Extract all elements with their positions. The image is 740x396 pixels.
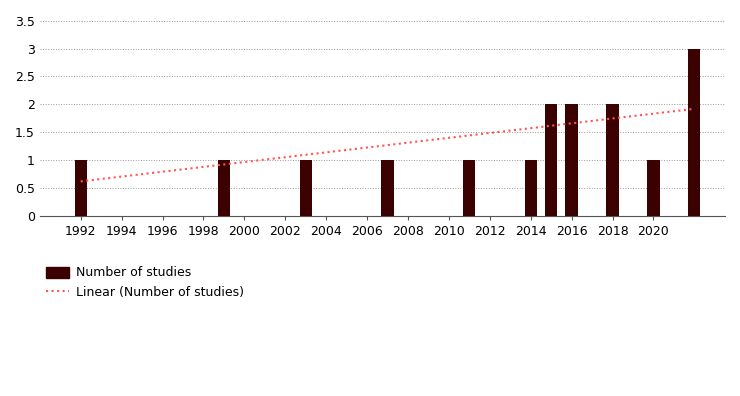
Bar xyxy=(648,160,659,216)
Legend: Number of studies, Linear (Number of studies): Number of studies, Linear (Number of stu… xyxy=(46,267,244,299)
Bar xyxy=(525,160,536,216)
Bar xyxy=(381,160,394,216)
Bar xyxy=(688,48,701,216)
Bar xyxy=(300,160,312,216)
Bar xyxy=(606,104,619,216)
Bar xyxy=(565,104,578,216)
Bar xyxy=(218,160,230,216)
Bar xyxy=(75,160,87,216)
Bar xyxy=(545,104,557,216)
Bar xyxy=(463,160,476,216)
